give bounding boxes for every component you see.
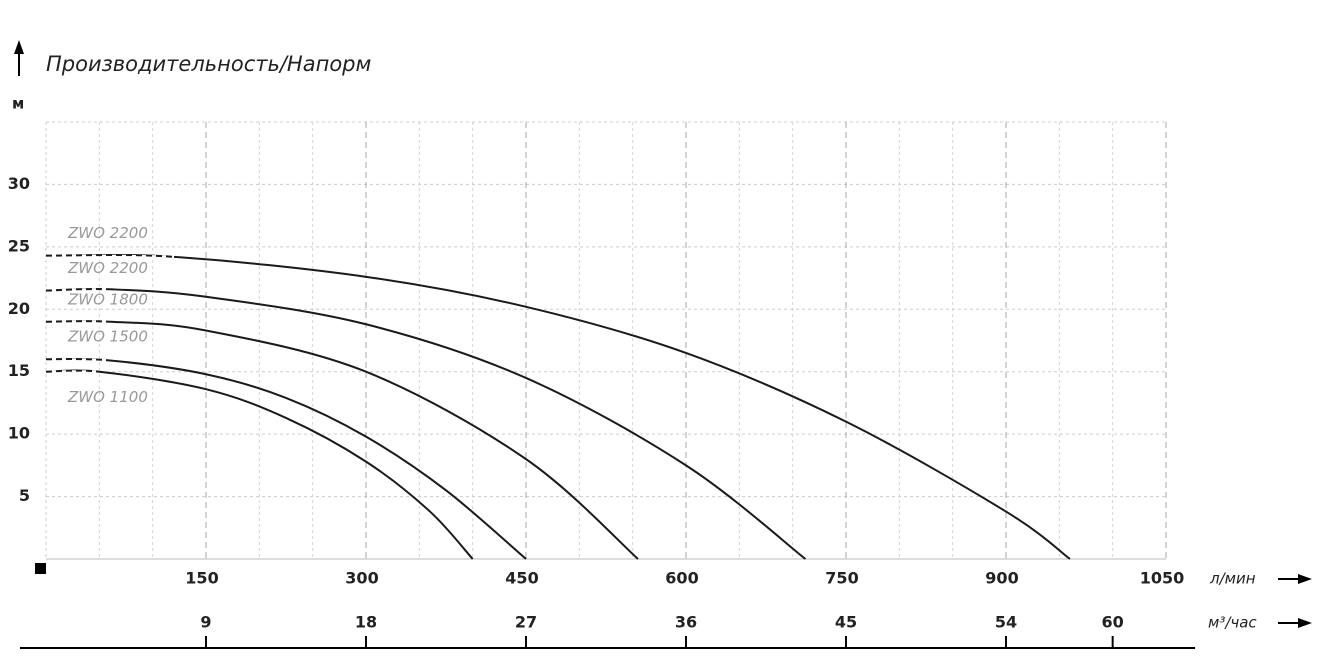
x2-tick-label: 54 — [995, 613, 1017, 632]
chart-title: Производительность/Напорм — [46, 52, 372, 76]
curve — [45, 357, 527, 560]
x-tick-label: 300 — [345, 569, 378, 588]
y-tick-label: 5 — [19, 486, 30, 505]
y-arrow-head — [14, 40, 24, 54]
y-unit: м — [12, 95, 24, 113]
x2-arrow-head — [1298, 618, 1312, 628]
series-label: ZWO 1100 — [67, 388, 148, 406]
x2-unit: м³/час — [1208, 614, 1257, 632]
x-arrow-head — [1298, 574, 1312, 584]
y-tick-label: 25 — [8, 236, 30, 255]
x-tick-label: 450 — [505, 569, 538, 588]
y-tick-label: 10 — [8, 424, 30, 443]
x-tick-label: 600 — [665, 569, 698, 588]
x-tick-label: 900 — [985, 569, 1018, 588]
curve — [45, 288, 807, 560]
x2-tick-label: 18 — [355, 613, 377, 632]
x-tick-label: 750 — [825, 569, 858, 588]
curve — [45, 369, 474, 560]
x-tick-label: 1050 — [1140, 569, 1185, 588]
origin-marker — [35, 563, 46, 574]
y-tick-label: 20 — [8, 299, 30, 318]
y-tick-label: 15 — [8, 361, 30, 380]
x2-tick-label: 60 — [1102, 613, 1124, 632]
curve — [45, 253, 1071, 560]
series-label: ZWO 2200 — [67, 259, 148, 277]
curve — [45, 320, 639, 560]
series-label: ZWO 1500 — [67, 328, 148, 346]
x2-tick-label: 27 — [515, 613, 537, 632]
series-label: ZWO 2200 — [67, 224, 148, 242]
x2-tick-label: 45 — [835, 613, 857, 632]
series-label: ZWO 1800 — [67, 290, 148, 308]
x-unit: л/мин — [1209, 570, 1256, 588]
y-tick-label: 30 — [8, 174, 30, 193]
x-tick-label: 150 — [185, 569, 218, 588]
x2-tick-label: 9 — [200, 613, 211, 632]
x2-tick-label: 36 — [675, 613, 697, 632]
curve-dashed-start — [45, 254, 175, 259]
